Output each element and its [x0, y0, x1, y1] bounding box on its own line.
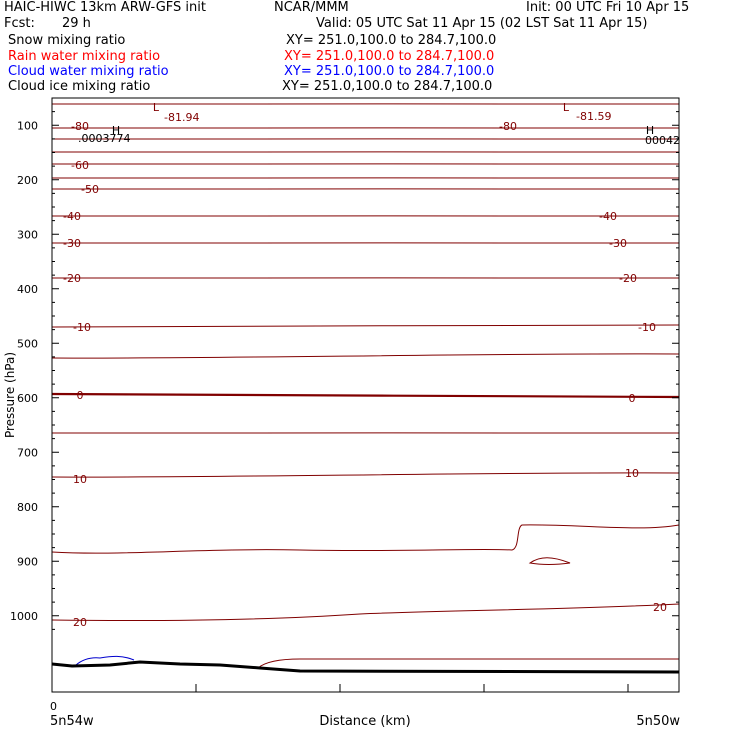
isotherm-label-11: -10: [638, 321, 656, 334]
y-tick-label-800: 800: [17, 501, 38, 514]
x-right-location: 5n50w: [636, 714, 680, 729]
y-tick-label-100: 100: [17, 119, 38, 132]
isotherm-0: [51, 103, 680, 105]
isotherm-label-14: 10: [73, 473, 87, 486]
isotherm-7: [51, 215, 680, 217]
isotherm-label-8: -20: [63, 272, 81, 285]
isotherm-10: [51, 324, 680, 328]
isotherm-1000: [257, 658, 679, 669]
isotherm-12: [51, 392, 680, 399]
isotherm-8: [51, 242, 680, 244]
isotherm-label-0: -80: [71, 120, 89, 133]
extreme-value-0: -81.94: [164, 111, 199, 124]
isotherm-14: [51, 472, 680, 478]
isotherm-3: [51, 151, 680, 153]
field-xy-snow: XY= 251.0,100.0 to 284.7,100.0: [286, 33, 497, 48]
isotherm-label-4: -40: [63, 210, 81, 223]
field-name-rain: Rain water mixing ratio: [8, 49, 161, 64]
isotherm-1: [51, 127, 680, 129]
isotherm-label-2: -60: [71, 159, 89, 172]
x-left-location: 5n54w: [50, 714, 94, 729]
extreme-value-3: 00042: [645, 134, 680, 147]
isotherm-2: [51, 138, 680, 140]
y-tick-label-700: 700: [17, 446, 38, 459]
isotherm-label-13: 0: [629, 392, 636, 405]
extreme-value-1: -81.59: [576, 110, 611, 123]
isotherm-label-9: -20: [619, 272, 637, 285]
y-tick-label-300: 300: [17, 228, 38, 241]
isotherm-label-12: 0: [77, 389, 84, 402]
y-tick-label-900: 900: [17, 555, 38, 568]
header-valid: Valid: 05 UTC Sat 11 Apr 15 (02 LST Sat …: [316, 16, 648, 31]
y-tick-label-400: 400: [17, 283, 38, 296]
isotherm-13: [51, 432, 680, 434]
isotherm-6: [51, 188, 680, 190]
header-fcst-value: 29 h: [62, 16, 91, 31]
y-tick-label-1000: 1000: [10, 610, 38, 623]
isotherm-closed-cell: [528, 557, 571, 565]
low-marker-1: L: [563, 101, 570, 114]
header-init: Init: 00 UTC Fri 10 Apr 15: [526, 0, 690, 15]
isotherm-4: [51, 163, 680, 165]
cloud-water-contour: [75, 655, 135, 666]
isotherm-800: [51, 524, 680, 554]
terrain-surface: [51, 660, 680, 674]
header-fcst-label: Fcst:: [4, 16, 35, 31]
field-name-cloudwater: Cloud water mixing ratio: [8, 64, 169, 79]
field-name-snow: Snow mixing ratio: [8, 33, 126, 48]
y-tick-label-500: 500: [17, 337, 38, 350]
header-title: HAIC-HIWC 13km ARW-GFS init: [4, 0, 206, 15]
header-org: NCAR/MMM: [274, 0, 349, 15]
isotherm-label-15: 10: [625, 467, 639, 480]
x-left-tick-label: 0: [50, 700, 57, 713]
high-marker-3: H: [646, 124, 654, 137]
x-axis-label: Distance (km): [319, 714, 410, 729]
isotherm-9: [51, 277, 680, 279]
isotherm-label-16: 20: [73, 616, 87, 629]
field-xy-cloudwater: XY= 251.0,100.0 to 284.7,100.0: [284, 64, 495, 79]
isotherm-label-7: -30: [609, 237, 627, 250]
field-name-cloudice: Cloud ice mixing ratio: [8, 79, 151, 94]
isotherm-5: [51, 177, 680, 179]
isotherm-label-3: -50: [81, 183, 99, 196]
extreme-value-2: .0003774: [78, 132, 131, 145]
isotherm-label-5: -40: [599, 210, 617, 223]
isotherm-label-1: -80: [499, 120, 517, 133]
isotherm-label-17: 20: [653, 601, 667, 614]
low-marker-0: L: [153, 101, 160, 114]
high-marker-2: H: [112, 124, 120, 137]
isotherm-11: [51, 353, 680, 359]
y-axis-label: Pressure (hPa): [3, 352, 17, 438]
y-tick-label-200: 200: [17, 174, 38, 187]
plot-frame: [51, 97, 680, 693]
isotherm-label-6: -30: [63, 237, 81, 250]
field-xy-rain: XY= 251.0,100.0 to 284.7,100.0: [284, 49, 495, 64]
isotherm-label-10: -10: [73, 321, 91, 334]
isotherm-900: [51, 603, 680, 622]
y-tick-label-600: 600: [17, 392, 38, 405]
field-xy-cloudice: XY= 251.0,100.0 to 284.7,100.0: [282, 79, 493, 94]
